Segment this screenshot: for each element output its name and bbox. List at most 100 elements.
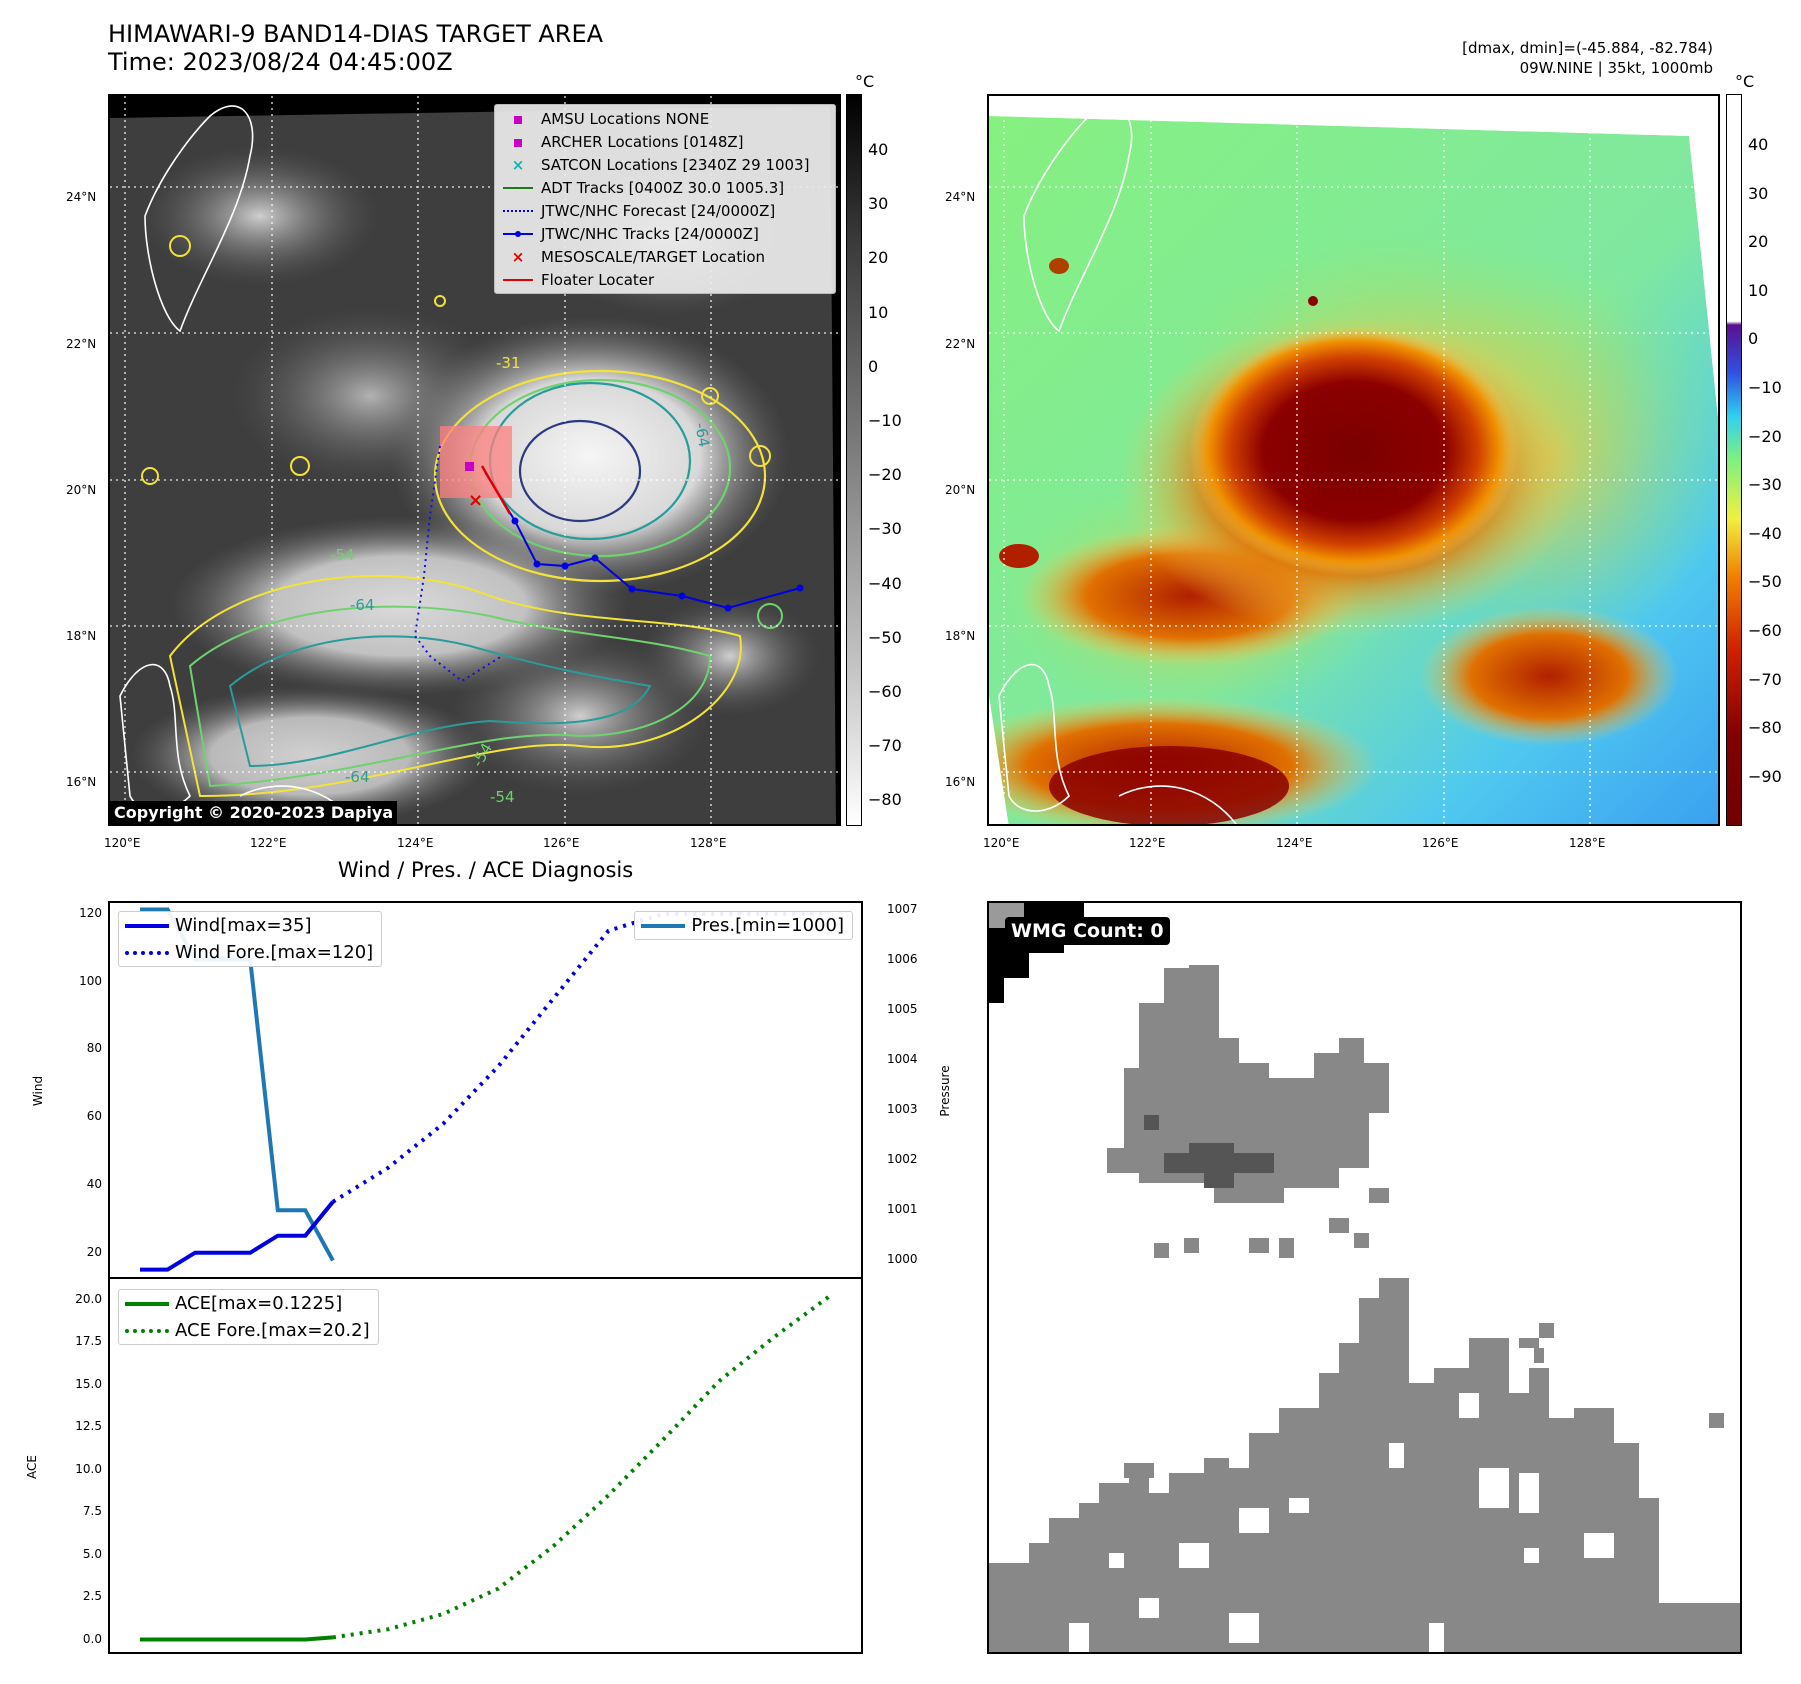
colorbar-right-tick-4: 0 xyxy=(1748,329,1759,349)
ace-legend: ACE[max=0.1225] ACE Fore.[max=20.2] xyxy=(118,1289,379,1345)
wind-axis-tick-1: 100 xyxy=(79,973,102,988)
ace-forecast-series-line xyxy=(332,1294,831,1640)
colorbar-left-tick-5: −10 xyxy=(868,411,902,430)
svg-text:×: × xyxy=(468,490,483,511)
colorbar-right-tick-7: −30 xyxy=(1748,475,1782,495)
wind-axis-tick-3: 60 xyxy=(86,1109,102,1124)
colorbar-right-tick-9: −50 xyxy=(1748,572,1782,592)
legend-item-forecast: JTWC/NHC Forecast [24/0000Z] xyxy=(495,199,835,222)
lat-label: 22°N xyxy=(945,337,976,351)
legend-item-floater: Floater Locater xyxy=(495,268,835,291)
lat-label: 18°N xyxy=(66,629,97,643)
lon-label: 126°E xyxy=(1422,836,1459,850)
legend-item-archer: ARCHER Locations [0148Z] xyxy=(495,130,835,153)
pressure-axis-tick-2: 1005 xyxy=(887,1001,918,1016)
wind-legend: Wind[max=35] Wind Fore.[max=120] xyxy=(118,911,383,967)
colorbar-right-unit: °C xyxy=(1735,72,1755,91)
colorbar-right-tick-3: 10 xyxy=(1748,280,1769,300)
lon-label: 120°E xyxy=(104,836,141,850)
pressure-axis-tick-0: 1007 xyxy=(887,901,918,916)
lon-label: 122°E xyxy=(1129,836,1166,850)
colorbar-right-tick-12: −80 xyxy=(1748,718,1782,738)
legend-item-wind: Wind[max=35] xyxy=(119,912,381,939)
colorbar-right-tick-10: −60 xyxy=(1748,621,1782,640)
wind-series-line xyxy=(140,1200,335,1272)
meta-line-1: [dmax, dmin]=(-45.884, -82.784) xyxy=(1462,39,1713,57)
ace-axis-tick-2: 15.0 xyxy=(75,1376,102,1391)
wind-axis-label: Wind xyxy=(31,1075,45,1107)
ace-axis-label: ACE xyxy=(25,1455,39,1479)
lat-label: 16°N xyxy=(945,775,976,789)
ace-axis-tick-4: 10.0 xyxy=(75,1461,102,1476)
contour-label: -64 xyxy=(345,768,370,786)
contour-label: -54 xyxy=(330,546,355,564)
figure-title: HIMAWARI-9 BAND14-DIAS TARGET AREA Time:… xyxy=(108,20,603,76)
ace-panel: ACE[max=0.1225] ACE Fore.[max=20.2] xyxy=(108,1277,863,1654)
wind-axis-tick-5: 20 xyxy=(86,1244,102,1259)
colorbar-left-tick-4: 0 xyxy=(868,356,879,376)
colorbar-right-tick-11: −70 xyxy=(1748,669,1782,689)
contour-label: -31 xyxy=(496,354,521,372)
legend-item-pres: Pres.[min=1000] xyxy=(635,912,852,939)
lon-label: 124°E xyxy=(397,836,434,850)
colorbar-left-tick-1: 30 xyxy=(868,194,889,214)
ace-plot xyxy=(140,1294,831,1642)
lat-label: 20°N xyxy=(945,483,976,497)
lat-label: 20°N xyxy=(66,483,97,497)
colorbar-left-tick-11: −70 xyxy=(868,736,902,756)
colorbar-left-unit: °C xyxy=(855,72,875,91)
lon-label: 128°E xyxy=(690,836,727,850)
pressure-axis-tick-5: 1002 xyxy=(887,1152,918,1167)
contour-label: -54 xyxy=(490,788,515,806)
colorbar-left-tick-6: −20 xyxy=(868,465,902,485)
colorbar-left xyxy=(846,94,862,826)
wmg-panel: WMG Count: 0 xyxy=(987,901,1742,1654)
lat-label: 18°N xyxy=(945,629,976,643)
colorbar-right-tick-2: 20 xyxy=(1748,232,1769,252)
lon-label: 124°E xyxy=(1276,836,1313,850)
lon-label: 122°E xyxy=(250,836,287,850)
legend-item-wind-fore: Wind Fore.[max=120] xyxy=(119,939,381,966)
copyright-label: Copyright © 2020-2023 Dapiya xyxy=(110,801,398,824)
wind-pressure-panel: Wind[max=35] Wind Fore.[max=120] Pres.[m… xyxy=(108,901,863,1279)
legend-item-satcon: × SATCON Locations [2340Z 29 1003] xyxy=(511,155,810,174)
lat-label: 16°N xyxy=(66,775,97,789)
pressure-axis-tick-4: 1003 xyxy=(887,1102,918,1117)
ace-axis-tick-0: 20.0 xyxy=(75,1291,102,1306)
contour-label: -64 xyxy=(350,596,375,614)
colorbar-right-tick-6: −20 xyxy=(1748,426,1782,446)
colorbar-left-tick-10: −60 xyxy=(868,682,902,701)
colorbar-left-tick-3: 10 xyxy=(868,302,889,322)
title-line-1: HIMAWARI-9 BAND14-DIAS TARGET AREA xyxy=(108,20,604,48)
wind-forecast-series-line xyxy=(331,911,829,1204)
pressure-axis-tick-7: 1000 xyxy=(887,1252,918,1267)
lon-label: 126°E xyxy=(543,836,580,850)
ace-axis-tick-3: 12.5 xyxy=(75,1419,102,1434)
legend-item-ace: ACE[max=0.1225] xyxy=(119,1290,378,1317)
wmg-count-badge: WMG Count: 0 xyxy=(1005,917,1170,945)
track-points xyxy=(511,517,804,612)
pressure-axis-tick-3: 1004 xyxy=(887,1051,918,1066)
ace-axis-tick-6: 5.0 xyxy=(82,1546,102,1561)
pressure-legend: Pres.[min=1000] xyxy=(634,911,853,940)
meta-line-2: 09W.NINE | 35kt, 1000mb xyxy=(1519,59,1713,77)
pressure-axis-label: Pressure xyxy=(938,1065,952,1117)
colorbar-left-tick-7: −30 xyxy=(868,519,902,539)
legend-item-target: × MESOSCALE/TARGET Location xyxy=(511,247,766,266)
legend-item-tracks: JTWC/NHC Tracks [24/0000Z] xyxy=(495,222,835,245)
legend-item-adt: ADT Tracks [0400Z 30.0 1005.3] xyxy=(495,176,835,199)
ace-axis-tick-1: 17.5 xyxy=(75,1334,102,1349)
legend-item-amsu: AMSU Locations NONE xyxy=(495,107,835,130)
colorbar-right-tick-13: −90 xyxy=(1748,766,1782,786)
colorbar-right-tick-5: −10 xyxy=(1748,378,1782,397)
lon-label: 128°E xyxy=(1569,836,1606,850)
legend-item-ace-fore: ACE Fore.[max=20.2] xyxy=(119,1317,378,1344)
lat-label: 22°N xyxy=(66,337,97,351)
pressure-axis-tick-6: 1001 xyxy=(887,1202,918,1217)
ace-axis-tick-7: 2.5 xyxy=(82,1589,102,1604)
pressure-axis-tick-1: 1006 xyxy=(887,951,918,966)
colorbar-left-tick-9: −50 xyxy=(868,627,902,647)
map-left-panel: × -31 -64 -54 -64 -54 -64 -54 AMSU Locat… xyxy=(108,94,841,826)
colorbar-left-tick-2: 20 xyxy=(868,248,889,268)
colorbar-left-tick-8: −40 xyxy=(868,573,902,593)
